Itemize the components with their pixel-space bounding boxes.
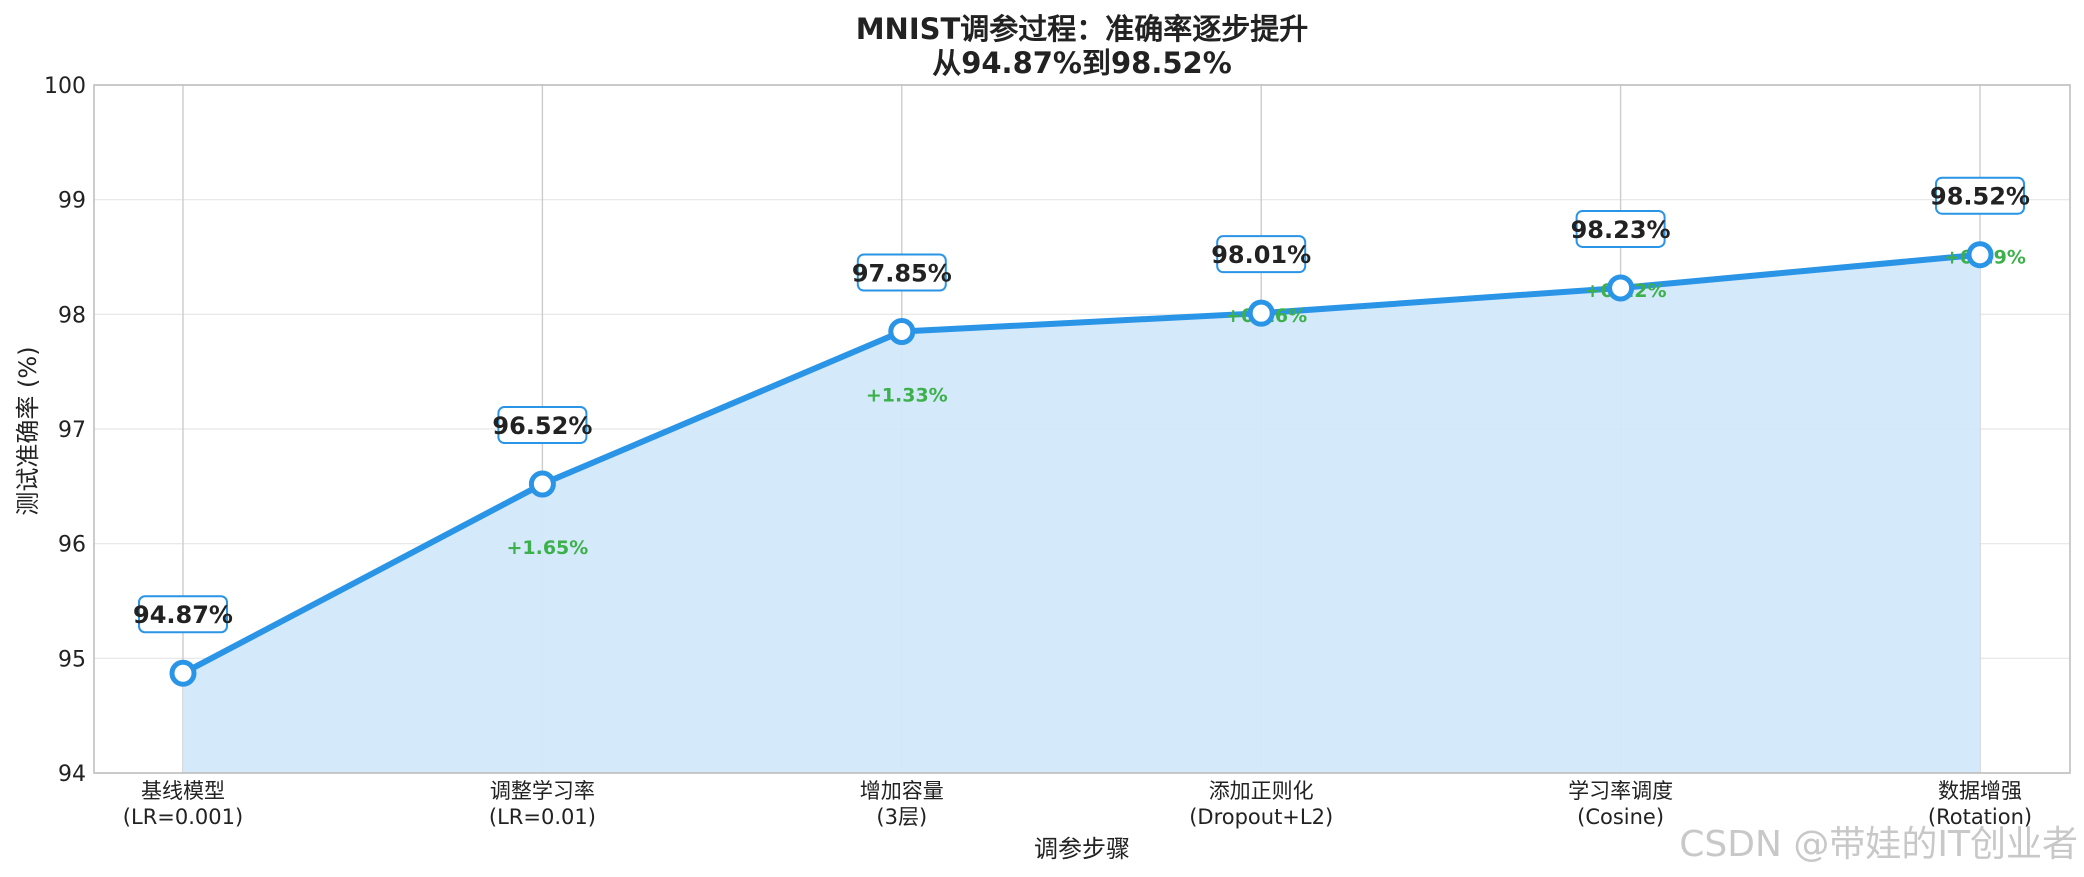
data-label-box xyxy=(1935,176,2025,215)
data-point xyxy=(1607,274,1635,302)
chart-subtitle: 从94.87%到98.52% xyxy=(932,46,1232,80)
delta-label: +1.65% xyxy=(506,537,588,559)
delta-label: +1.33% xyxy=(866,385,948,407)
x-tick-label: (3层) xyxy=(876,805,927,829)
data-label: 98.01% xyxy=(1211,241,1311,269)
y-axis-label: 测试准确率 (%) xyxy=(14,346,42,515)
x-tick-label: 数据增强 xyxy=(1938,779,2022,803)
plot-area: 94 95 96 97 98 99 100 94.87% 96.52% +1.65% 97.85% +… xyxy=(44,74,2071,829)
data-label: 98.23% xyxy=(1571,216,1671,244)
y-tick-label: 100 xyxy=(44,74,86,99)
data-label: 94.87% xyxy=(133,601,233,629)
x-tick-label: (Cosine) xyxy=(1577,805,1664,829)
x-tick-label: 基线模型 xyxy=(141,779,225,803)
data-label: 98.52% xyxy=(1930,183,2030,211)
y-tick-label: 97 xyxy=(58,418,86,443)
data-point xyxy=(1966,241,1994,269)
data-point xyxy=(888,318,916,346)
data-label-box xyxy=(1216,235,1307,274)
x-tick-label: (LR=0.01) xyxy=(489,805,596,829)
x-tick-label: (Dropout+L2) xyxy=(1189,805,1333,829)
y-tick-label: 94 xyxy=(58,762,86,787)
data-point xyxy=(169,659,197,687)
x-axis-label: 调参步骤 xyxy=(1034,835,1130,863)
chart-title: MNIST调参过程：准确率逐步提升 xyxy=(856,12,1309,46)
y-tick-label: 96 xyxy=(58,533,86,558)
y-tick-label: 98 xyxy=(58,303,86,328)
plot-frame xyxy=(93,84,2071,774)
x-tick-label: 增加容量 xyxy=(860,779,944,803)
data-point xyxy=(528,470,556,498)
watermark: CSDN @带娃的IT创业者 xyxy=(1679,824,2078,865)
data-label-box xyxy=(497,406,588,445)
data-label-box xyxy=(1575,209,1666,248)
x-tick-label: (Rotation) xyxy=(1928,805,2032,829)
x-tick-label: 学习率调度 xyxy=(1568,779,1673,803)
area-fill xyxy=(183,254,1980,773)
x-tick-label: 添加正则化 xyxy=(1209,779,1314,803)
data-label: 96.52% xyxy=(492,412,592,440)
data-point xyxy=(1247,299,1275,327)
x-tick-label: 调整学习率 xyxy=(490,779,595,803)
data-label-box xyxy=(856,253,947,292)
y-tick-label: 99 xyxy=(58,189,86,214)
x-tick-label: (LR=0.001) xyxy=(123,805,243,829)
series-line xyxy=(181,251,1981,676)
data-label-box xyxy=(138,595,228,634)
y-tick-label: 95 xyxy=(58,647,86,672)
data-label: 97.85% xyxy=(852,260,952,288)
